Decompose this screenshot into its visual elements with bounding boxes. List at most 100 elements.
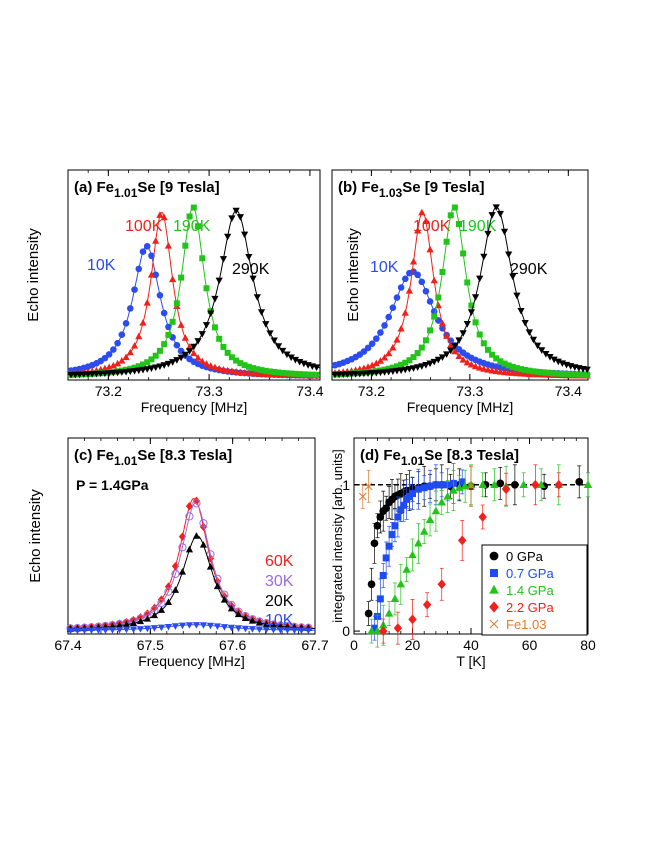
data-point: [192, 622, 201, 629]
data-point: [398, 361, 405, 368]
data-point: [501, 360, 508, 367]
data-point: [405, 366, 413, 373]
legend-label: Fe1.03: [506, 617, 546, 632]
data-point: [213, 574, 222, 583]
data-point: [118, 357, 126, 364]
data-point: [388, 531, 396, 539]
data-point: [376, 357, 385, 364]
data-point: [224, 349, 231, 356]
data-point: [364, 609, 373, 618]
panel-c: (c) Fe1.01Se [8.3 Tesla] Frequency [MHz] E…: [27, 437, 329, 669]
data-point: [409, 490, 416, 498]
data-point: [493, 355, 500, 362]
data-point: [198, 331, 206, 338]
data-point: [393, 623, 403, 634]
data-point: [213, 623, 222, 631]
data-point: [147, 365, 156, 373]
x-tick-label: 73.3: [456, 383, 483, 399]
data-point: [432, 481, 440, 489]
data-point: [406, 357, 413, 364]
data-point: [206, 622, 215, 630]
data-point: [126, 305, 134, 312]
legend: 0 GPa 0.7 GPa 1.4 GPa 2.2 GPa Fe1.03: [481, 544, 588, 636]
data-point: [156, 347, 163, 354]
data-point: [224, 233, 232, 241]
data-point: [194, 354, 202, 361]
legend-label: 0.7 GPa: [506, 566, 554, 581]
data-point: [358, 492, 367, 501]
data-point: [431, 506, 441, 515]
data-point: [276, 627, 285, 634]
panel-title: (a) Fe1.01Se [9 Tesla]: [74, 179, 220, 200]
data-point: [297, 627, 306, 635]
data-point: [584, 371, 591, 378]
data-point: [408, 550, 417, 559]
data-point: [522, 366, 529, 373]
data-point: [533, 342, 542, 350]
data-point: [405, 287, 413, 294]
panel-d: (d) Fe1.01Se [8.3 Tesla] T [K] integrated …: [330, 437, 596, 669]
data-point: [546, 354, 554, 361]
data-point: [181, 334, 189, 341]
data-point: [199, 622, 208, 629]
data-point: [192, 532, 201, 539]
data-point: [266, 330, 274, 337]
data-point: [206, 562, 215, 570]
data-point: [389, 364, 396, 371]
data-point: [313, 371, 320, 378]
data-point: [199, 255, 206, 262]
data-point: [144, 359, 151, 366]
data-point: [393, 363, 400, 370]
data-point: [173, 357, 181, 364]
data-point: [384, 608, 394, 617]
data-point: [73, 627, 82, 635]
series-label-10K: 10K: [265, 612, 294, 629]
data-point: [420, 527, 429, 535]
data-point: [227, 604, 236, 612]
x-axis-label: Frequency [MHz]: [141, 399, 248, 415]
data-point: [555, 370, 562, 377]
data-point: [227, 624, 236, 632]
data-point: [438, 481, 446, 489]
data-point: [443, 332, 451, 339]
data-point: [393, 336, 401, 343]
data-point: [546, 370, 553, 377]
data-point: [439, 268, 446, 275]
data-point: [233, 357, 240, 364]
data-point: [232, 368, 240, 375]
data-point: [152, 237, 160, 244]
data-point: [300, 371, 307, 378]
data-point: [269, 621, 278, 629]
data-point: [160, 213, 168, 221]
data-point: [530, 368, 537, 375]
data-point: [534, 368, 541, 375]
data-point: [422, 287, 430, 295]
data-point: [171, 623, 180, 630]
data-point: [228, 215, 236, 222]
data-point: [422, 337, 429, 344]
data-point: [173, 341, 181, 349]
data-point: [262, 367, 269, 374]
data-point: [447, 341, 455, 348]
data-point: [139, 248, 147, 256]
data-point: [219, 256, 228, 263]
data-point: [135, 367, 143, 375]
data-point: [220, 595, 229, 603]
data-point: [518, 366, 525, 373]
data-point: [213, 577, 222, 586]
x-tick-label: 67.7: [301, 637, 328, 653]
data-point: [367, 626, 376, 635]
data-point: [236, 214, 244, 221]
data-point: [249, 275, 257, 283]
data-point: [449, 486, 458, 494]
x-tick-label: 67.4: [54, 637, 81, 653]
data-point: [376, 595, 384, 603]
data-point: [220, 343, 227, 350]
data-point: [537, 480, 546, 488]
pressure-annotation: P = 1.4GPa: [76, 477, 149, 493]
data-point: [288, 370, 295, 377]
data-point: [181, 351, 189, 359]
x-tick-label: 0: [350, 637, 358, 653]
data-point: [372, 359, 380, 367]
data-point: [364, 344, 372, 352]
